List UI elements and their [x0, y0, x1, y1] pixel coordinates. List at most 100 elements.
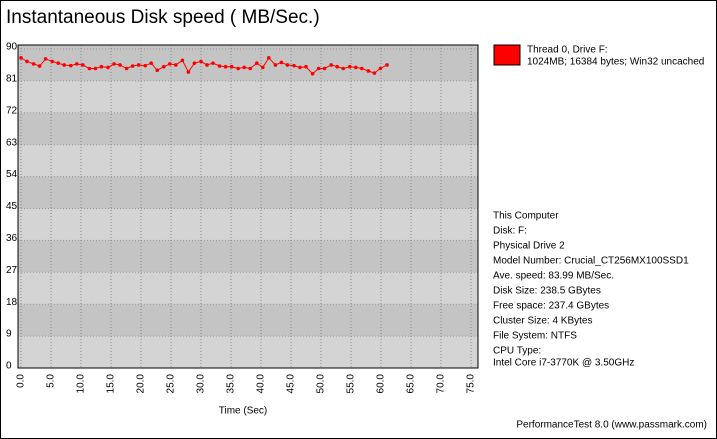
- point: [304, 64, 308, 69]
- point: [236, 66, 240, 71]
- x-tick-label: 65.0: [406, 374, 417, 394]
- point: [273, 63, 278, 67]
- point: [143, 63, 147, 68]
- point: [93, 66, 98, 71]
- point: [124, 66, 129, 71]
- band: [18, 304, 478, 337]
- point: [348, 64, 352, 69]
- point: [192, 61, 197, 65]
- band: [18, 240, 478, 273]
- info-line: This Computer: [493, 211, 559, 222]
- x-tick-label: 0.0: [16, 374, 27, 388]
- point: [87, 66, 92, 71]
- point: [75, 62, 79, 66]
- y-tick-label: 90: [6, 42, 18, 53]
- point: [316, 66, 321, 71]
- point: [341, 66, 346, 71]
- x-tick-label: 30.0: [196, 374, 207, 394]
- point: [242, 65, 246, 70]
- point: [81, 63, 85, 67]
- y-tick-label: 45: [6, 201, 18, 212]
- x-tick-label: 70.0: [436, 374, 447, 394]
- point: [285, 63, 290, 67]
- point: [360, 66, 364, 71]
- point: [112, 62, 116, 66]
- point: [50, 59, 54, 64]
- point: [174, 63, 178, 67]
- legend-label: Thread 0, Drive F:: [527, 45, 608, 56]
- point: [43, 57, 48, 61]
- point: [19, 56, 23, 60]
- x-tick-label: 40.0: [256, 374, 267, 394]
- point: [267, 56, 271, 60]
- band: [18, 112, 478, 145]
- point: [149, 61, 153, 65]
- footer: PerformanceTest 8.0 (www.passmark.com): [516, 420, 707, 431]
- point: [37, 64, 42, 68]
- info-line: CPU Type:: [493, 346, 541, 357]
- x-tick-label: 15.0: [106, 374, 117, 394]
- point: [106, 65, 110, 70]
- point: [155, 68, 159, 73]
- info-line: Cluster Size: 4 KBytes: [493, 316, 592, 327]
- x-tick-label: 55.0: [346, 374, 357, 394]
- point: [378, 66, 383, 71]
- point: [31, 62, 36, 66]
- point: [25, 59, 29, 64]
- legend-detail: 1024MB; 16384 bytes; Win32 uncached: [527, 57, 704, 68]
- point: [180, 58, 185, 63]
- point: [385, 63, 389, 67]
- point: [372, 71, 377, 75]
- y-tick-label: 54: [6, 169, 18, 180]
- y-tick-label: 81: [6, 74, 18, 85]
- info-line: Free space: 237.4 GBytes: [493, 301, 609, 312]
- point: [199, 59, 203, 64]
- band: [18, 45, 478, 49]
- x-tick-label: 10.0: [76, 374, 87, 394]
- band: [18, 49, 478, 81]
- x-tick-label: 75.0: [466, 374, 477, 394]
- point: [366, 69, 371, 73]
- point: [229, 64, 234, 69]
- plot-frame: [17, 44, 479, 369]
- x-tick-label: 20.0: [136, 374, 147, 394]
- point: [254, 61, 259, 65]
- y-tick-label: 0: [6, 361, 12, 372]
- point: [223, 64, 228, 69]
- point: [329, 63, 334, 67]
- info-line: Disk: F:: [493, 226, 527, 237]
- info-line: File System: NTFS: [493, 331, 577, 342]
- point: [186, 70, 191, 74]
- x-tick-label: 50.0: [316, 374, 327, 394]
- y-tick-label: 36: [6, 233, 18, 244]
- y-tick-label: 18: [6, 297, 18, 308]
- point: [211, 61, 215, 65]
- y-tick-label: 72: [6, 105, 18, 116]
- point: [217, 64, 222, 68]
- point: [205, 63, 209, 67]
- y-tick-label: 27: [6, 265, 18, 276]
- point: [168, 62, 172, 66]
- chart-title: Instantaneous Disk speed ( MB/Sec.): [6, 7, 320, 28]
- point: [62, 63, 66, 67]
- x-tick-label: 45.0: [286, 374, 297, 394]
- point: [118, 63, 122, 67]
- point: [248, 66, 252, 71]
- x-tick-label: 60.0: [376, 374, 387, 394]
- point: [69, 63, 73, 68]
- x-tick-label: 5.0: [46, 374, 57, 388]
- point: [136, 63, 141, 67]
- x-tick-label: 25.0: [166, 374, 177, 394]
- x-axis-label: Time (Sec): [219, 406, 268, 417]
- y-tick-label: 63: [6, 137, 18, 148]
- point: [56, 61, 60, 65]
- point: [335, 64, 340, 69]
- point: [354, 65, 358, 70]
- point: [279, 60, 284, 65]
- x-tick-label: 35.0: [226, 374, 237, 394]
- point: [130, 64, 135, 68]
- legend-swatch: [493, 44, 521, 66]
- info-line: Physical Drive 2: [493, 241, 565, 252]
- band: [18, 176, 478, 209]
